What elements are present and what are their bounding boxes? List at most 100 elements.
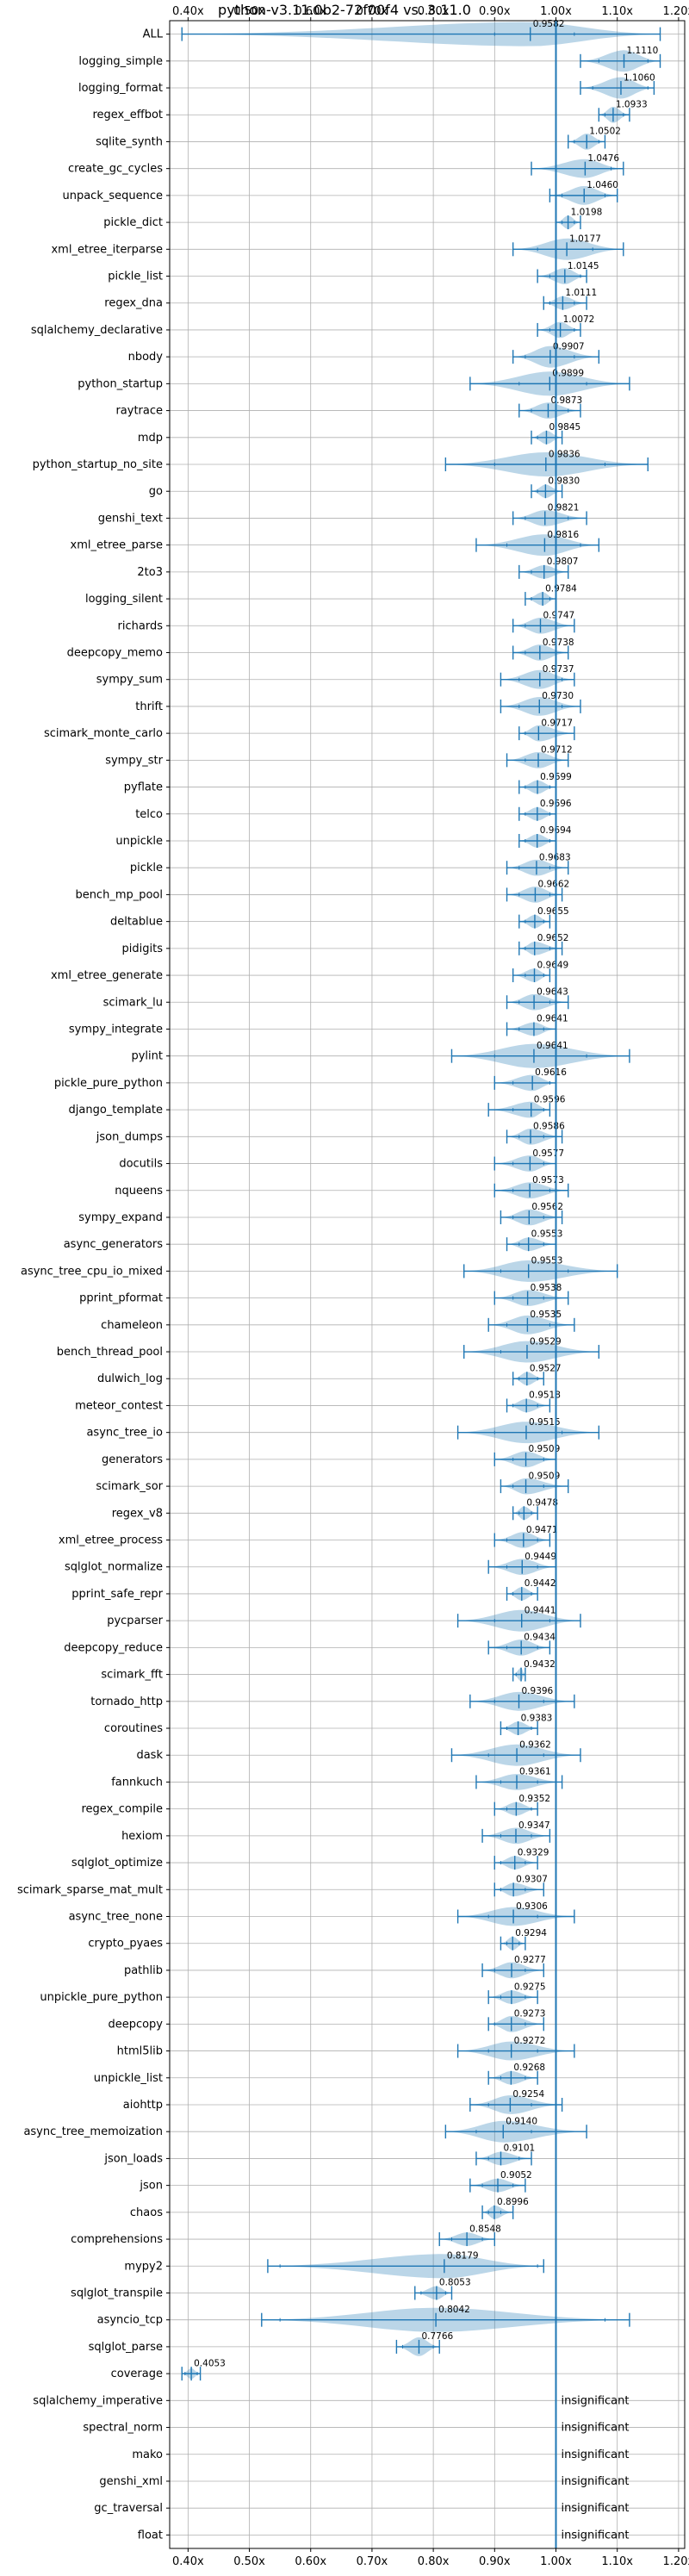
- data-label: 0.9140: [506, 2116, 537, 2126]
- y-tick-label: generators: [102, 1453, 163, 1466]
- y-tick-label: go: [149, 485, 163, 498]
- x-tick-label-bottom: 0.50x: [233, 2555, 265, 2568]
- data-label: 0.9052: [500, 2170, 532, 2181]
- y-tick-label: spectral_norm: [83, 2422, 163, 2435]
- y-tick-label: unpickle_pure_python: [40, 1991, 163, 2004]
- y-tick-label: xml_etree_generate: [51, 969, 163, 982]
- data-label: 1.0502: [589, 127, 621, 137]
- data-label: 0.9535: [530, 1310, 562, 1320]
- y-tick-label: html5lib: [117, 2045, 163, 2058]
- y-tick-label: django_template: [69, 1104, 163, 1117]
- data-label: 0.9515: [529, 1417, 561, 1428]
- y-tick-label: thrift: [135, 700, 163, 713]
- y-tick-label: python_startup: [78, 377, 163, 390]
- y-tick-label: logging_simple: [78, 55, 163, 68]
- data-label: 0.9352: [518, 1794, 550, 1804]
- data-label: 1.0177: [569, 234, 601, 245]
- y-tick-label: sympy_expand: [78, 1211, 163, 1224]
- y-tick-label: bench_mp_pool: [75, 888, 163, 901]
- data-label: 0.9643: [537, 987, 568, 998]
- y-tick-label: pylint: [131, 1050, 163, 1063]
- y-tick-label: mako: [132, 2448, 163, 2461]
- data-label: 0.9254: [512, 2089, 544, 2100]
- data-label: 0.9649: [537, 960, 569, 970]
- data-label: 0.8042: [438, 2305, 470, 2315]
- insignificant-label: insignificant: [562, 2502, 630, 2515]
- y-tick-label: unpack_sequence: [62, 190, 163, 202]
- data-label: 0.7766: [421, 2331, 453, 2342]
- data-label: 0.9836: [549, 449, 580, 459]
- y-tick-label: sqlglot_transpile: [71, 2287, 163, 2299]
- data-label: 0.9683: [539, 852, 571, 862]
- x-tick-label-top: 0.60x: [295, 5, 326, 18]
- y-tick-label: tornado_http: [90, 1696, 163, 1708]
- data-label: 0.8053: [439, 2278, 471, 2288]
- insignificant-label: insignificant: [562, 2475, 630, 2488]
- y-tick-label: sympy_str: [105, 754, 163, 767]
- y-tick-label: pickle_pure_python: [54, 1077, 163, 1090]
- y-tick-label: pprint_pformat: [79, 1292, 163, 1305]
- y-tick-label: scimark_fft: [101, 1669, 163, 1682]
- y-tick-label: dask: [136, 1749, 163, 1762]
- data-label: 0.8996: [497, 2197, 529, 2207]
- data-label: 0.9553: [531, 1229, 563, 1239]
- y-tick-label: coroutines: [104, 1722, 163, 1735]
- y-tick-label: pidigits: [122, 943, 164, 955]
- data-label: 0.9275: [514, 1982, 546, 1992]
- data-label: 0.9306: [516, 1901, 548, 1912]
- y-tick-label: sqlglot_normalize: [65, 1561, 163, 1574]
- data-label: 1.1060: [624, 72, 655, 83]
- data-label: 0.9662: [537, 880, 569, 890]
- y-tick-label: xml_etree_parse: [71, 539, 163, 552]
- data-label: 0.9807: [547, 557, 579, 567]
- y-tick-label: json: [139, 2180, 163, 2193]
- y-tick-label: json_loads: [103, 2152, 163, 2165]
- x-tick-label-top: 0.70x: [357, 5, 388, 18]
- data-label: 1.0476: [587, 153, 619, 164]
- data-label: 0.9347: [518, 1820, 550, 1831]
- data-label: 0.9562: [531, 1202, 563, 1212]
- data-label: 0.9383: [521, 1713, 553, 1723]
- y-tick-label: sympy_sum: [96, 674, 163, 687]
- y-tick-label: mypy2: [124, 2260, 163, 2273]
- y-tick-label: chaos: [130, 2206, 163, 2219]
- data-label: 1.0145: [568, 261, 599, 271]
- y-tick-label: logging_format: [78, 82, 163, 95]
- y-tick-label: raytrace: [115, 405, 163, 418]
- data-label: 0.9442: [525, 1578, 556, 1589]
- y-tick-label: fannkuch: [111, 1776, 163, 1789]
- y-tick-label: sqlalchemy_imperative: [33, 2394, 163, 2407]
- data-label: 0.9655: [537, 906, 569, 917]
- y-tick-label: scimark_sparse_mat_mult: [17, 1883, 163, 1896]
- y-tick-label: unpickle: [115, 835, 163, 848]
- data-label: 0.9577: [532, 1148, 564, 1159]
- y-tick-label: pycparser: [107, 1615, 163, 1627]
- x-tick-label-top: 1.00x: [540, 5, 572, 18]
- data-label: 0.9747: [543, 611, 574, 621]
- y-tick-label: xml_etree_iterparse: [51, 243, 163, 256]
- y-tick-label: crypto_pyaes: [88, 1938, 163, 1951]
- y-tick-label: json_dumps: [96, 1130, 163, 1143]
- y-tick-label: comprehensions: [71, 2233, 163, 2246]
- data-label: 0.9737: [543, 664, 574, 675]
- y-tick-label: scimark_lu: [103, 996, 163, 1009]
- y-tick-label: async_tree_memoization: [23, 2125, 163, 2138]
- data-label: 0.9907: [553, 341, 585, 352]
- y-tick-label: pathlib: [124, 1964, 163, 1977]
- y-tick-label: gc_traversal: [94, 2502, 163, 2515]
- y-tick-label: meteor_contest: [75, 1399, 163, 1412]
- y-tick-label: 2to3: [137, 566, 163, 579]
- x-tick-label-bottom: 0.80x: [418, 2555, 450, 2568]
- x-tick-label-bottom: 0.90x: [479, 2555, 511, 2568]
- data-label: 1.1110: [627, 46, 659, 56]
- data-label: 0.9553: [531, 1256, 563, 1266]
- y-tick-label: deepcopy: [108, 2018, 163, 2031]
- y-tick-label: deepcopy_reduce: [64, 1641, 163, 1654]
- chart-title: python-v3.11.0b2-72f00f4 vs. 3.11.0: [218, 2, 471, 18]
- data-label: 0.9641: [537, 1041, 568, 1051]
- data-label: 0.9449: [525, 1552, 556, 1562]
- y-tick-label: regex_v8: [112, 1507, 163, 1520]
- y-tick-label: mdp: [138, 432, 163, 445]
- data-label: 0.9329: [518, 1847, 549, 1857]
